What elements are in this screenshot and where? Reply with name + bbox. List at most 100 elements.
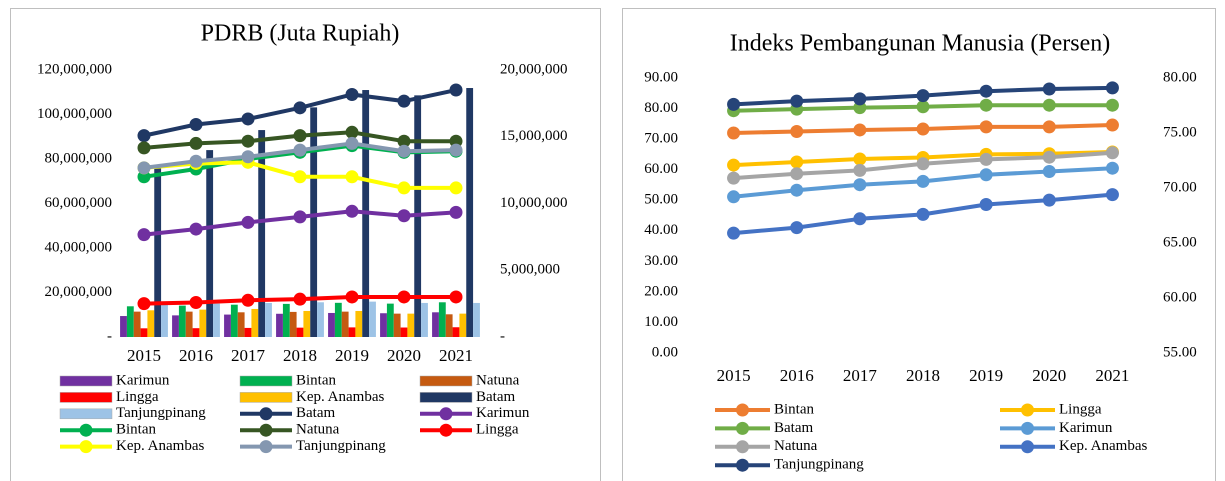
marker: [241, 112, 255, 126]
legend-label: Batam: [296, 405, 335, 421]
bar: [147, 310, 155, 337]
y2-tick-label: 70.00: [1163, 179, 1197, 195]
x-tick-label: 2020: [1032, 366, 1066, 385]
marker: [189, 136, 203, 150]
y-tick-label: 90.00: [644, 69, 678, 85]
y-tick-label: 120,000,000: [37, 61, 112, 77]
y-tick-label: 50.00: [644, 192, 678, 208]
y-tick-label: 10.00: [644, 314, 678, 330]
marker: [916, 122, 930, 136]
y-tick-label: 80,000,000: [45, 150, 113, 166]
marker: [397, 290, 411, 304]
marker: [137, 297, 151, 311]
bar: [355, 310, 363, 337]
bar: [276, 313, 283, 337]
y-tick-label: 20.00: [644, 283, 678, 299]
marker: [979, 152, 993, 166]
y2-tick-label: 10,000,000: [500, 195, 568, 211]
legend-label: Karimun: [1059, 420, 1113, 436]
bar: [230, 304, 238, 337]
marker: [449, 181, 463, 195]
marker: [189, 296, 203, 310]
marker: [916, 100, 930, 114]
x-tick-label: 2021: [439, 346, 473, 365]
legend-swatch: [439, 407, 453, 421]
bar: [400, 327, 408, 337]
marker: [979, 84, 993, 98]
panel-frame: [622, 8, 1216, 481]
y-tick-label: 0.00: [652, 344, 678, 360]
legend-swatch: [1021, 403, 1034, 417]
legend-swatch: [59, 392, 113, 403]
marker: [137, 170, 151, 184]
x-tick-label: 2015: [127, 346, 161, 365]
y2-tick-label: 60.00: [1163, 289, 1197, 305]
marker: [916, 157, 930, 171]
x-tick-label: 2015: [717, 366, 751, 385]
bar: [178, 305, 186, 337]
legend-label: Karimun: [116, 372, 170, 388]
bar: [421, 302, 428, 337]
y-tick-label: 60,000,000: [45, 195, 113, 211]
marker: [790, 94, 804, 108]
marker: [916, 207, 930, 221]
marker: [916, 174, 930, 188]
marker: [345, 204, 359, 218]
legend-swatch: [1021, 440, 1034, 454]
marker: [345, 290, 359, 304]
bar: [289, 311, 297, 337]
bar: [432, 312, 439, 337]
marker: [293, 129, 307, 143]
marker: [1105, 81, 1119, 95]
x-tick-label: 2016: [780, 366, 814, 385]
bar: [154, 164, 162, 337]
bar: [133, 311, 141, 337]
marker: [727, 158, 741, 172]
marker: [727, 226, 741, 240]
bar: [452, 327, 460, 337]
legend-label: Batam: [476, 389, 515, 405]
marker: [853, 152, 867, 166]
marker: [853, 178, 867, 192]
panel-frame: [10, 8, 601, 481]
x-tick-label: 2021: [1095, 366, 1129, 385]
y2-tick-label: 55.00: [1163, 344, 1197, 360]
bar: [237, 312, 245, 337]
marker: [1105, 188, 1119, 202]
bar: [380, 313, 387, 337]
marker: [293, 170, 307, 184]
legend-label: Lingga: [116, 389, 159, 405]
marker: [241, 134, 255, 148]
legend-swatch: [439, 423, 453, 437]
marker: [189, 118, 203, 132]
legend-label: Bintan: [116, 422, 156, 438]
legend-swatch: [1021, 421, 1034, 435]
bar: [244, 327, 252, 337]
bar: [265, 302, 272, 337]
bar: [328, 312, 335, 337]
legend-label: Lingga: [476, 422, 519, 438]
bar: [185, 311, 193, 337]
bar: [473, 302, 480, 337]
marker: [790, 221, 804, 235]
marker: [853, 92, 867, 106]
marker: [397, 144, 411, 158]
y-tick-label: 30.00: [644, 253, 678, 269]
bar: [258, 130, 266, 337]
legend-label: Lingga: [1059, 401, 1102, 417]
marker: [137, 228, 151, 242]
legend-swatch: [59, 408, 113, 420]
marker: [1042, 165, 1056, 178]
marker: [449, 290, 463, 304]
legend-swatch: [79, 440, 93, 454]
legend-label: Tanjungpinang: [116, 405, 206, 421]
y-tick-label: -: [107, 328, 112, 344]
bar: [334, 302, 342, 337]
legend-swatch: [736, 421, 749, 435]
legend-label: Karimun: [476, 405, 530, 421]
bar: [161, 304, 168, 337]
marker: [853, 163, 867, 177]
marker: [790, 155, 804, 169]
marker: [293, 143, 307, 157]
